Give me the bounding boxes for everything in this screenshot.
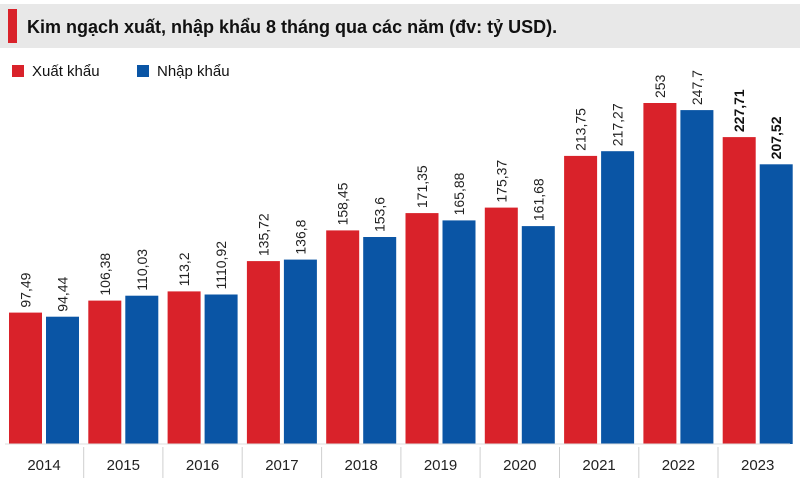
- bar-export-2023: [722, 137, 756, 444]
- bar-import-2015: [125, 295, 159, 444]
- chart-title: Kim ngạch xuất, nhập khẩu 8 tháng qua cá…: [27, 17, 557, 37]
- value-label-export-2017: 135,72: [255, 213, 271, 256]
- value-label-import-2023: 207,52: [768, 116, 784, 159]
- value-label-import-2018: 153,6: [372, 197, 388, 232]
- x-tick-2020: 2020: [503, 457, 536, 474]
- value-label-import-2016: 1110,92: [213, 241, 229, 290]
- value-label-import-2015: 110,03: [134, 249, 150, 291]
- value-label-import-2020: 161,68: [530, 178, 546, 221]
- bar-import-2022: [680, 110, 714, 444]
- x-tick-2019: 2019: [424, 457, 457, 474]
- x-tick-2021: 2021: [582, 457, 615, 474]
- bar-export-2021: [564, 155, 598, 444]
- bar-import-2023: [759, 164, 793, 445]
- bar-export-2018: [326, 230, 360, 444]
- x-tick-2014: 2014: [27, 457, 60, 474]
- x-tick-2017: 2017: [265, 457, 298, 474]
- value-label-import-2017: 136,8: [292, 219, 308, 254]
- legend-label-import: Nhập khẩu: [157, 63, 230, 80]
- title-accent-bar: [8, 9, 17, 43]
- bar-import-2018: [363, 237, 397, 444]
- title-background: [0, 4, 800, 48]
- bar-export-2014: [9, 312, 42, 444]
- bar-import-2020: [521, 226, 555, 444]
- value-label-import-2022: 247,7: [689, 70, 705, 105]
- bar-export-2015: [88, 300, 122, 444]
- value-label-export-2022: 253: [652, 74, 668, 98]
- value-label-export-2016: 113,2: [176, 252, 192, 286]
- bar-import-2014: [46, 316, 79, 444]
- bar-export-2016: [167, 291, 201, 444]
- x-tick-2022: 2022: [662, 457, 695, 474]
- bar-import-2021: [601, 151, 635, 444]
- value-label-import-2014: 94,44: [55, 276, 71, 311]
- value-label-export-2020: 175,37: [493, 160, 509, 203]
- value-label-export-2023: 227,71: [731, 89, 747, 132]
- x-tick-2023: 2023: [741, 457, 774, 474]
- x-tick-2016: 2016: [186, 457, 219, 474]
- bar-import-2019: [442, 220, 476, 444]
- bar-import-2016: [204, 294, 238, 444]
- value-label-export-2015: 106,38: [97, 253, 113, 296]
- value-label-export-2014: 97,49: [18, 272, 34, 307]
- bar-import-2017: [283, 259, 317, 444]
- x-tick-2018: 2018: [345, 457, 378, 474]
- value-label-export-2018: 158,45: [335, 182, 351, 225]
- title-block: Kim ngạch xuất, nhập khẩu 8 tháng qua cá…: [0, 4, 800, 48]
- bar-export-2019: [405, 213, 439, 444]
- bar-export-2017: [246, 261, 280, 444]
- value-label-import-2021: 217,27: [610, 103, 626, 146]
- plot-area: 97,49 94,44 2014 106,38 110,03 2015 113,2 1110,…: [9, 70, 793, 478]
- bar-export-2022: [643, 103, 677, 444]
- legend-label-export: Xuất khẩu: [32, 63, 100, 80]
- value-label-export-2019: 171,35: [414, 165, 430, 208]
- legend-swatch-export: [12, 65, 24, 77]
- value-label-export-2021: 213,75: [573, 108, 589, 151]
- value-label-import-2019: 165,88: [451, 172, 467, 215]
- legend: Xuất khẩu Nhập khẩu: [12, 63, 230, 80]
- legend-swatch-import: [137, 65, 149, 77]
- x-tick-2015: 2015: [107, 457, 140, 474]
- bar-export-2020: [484, 207, 518, 444]
